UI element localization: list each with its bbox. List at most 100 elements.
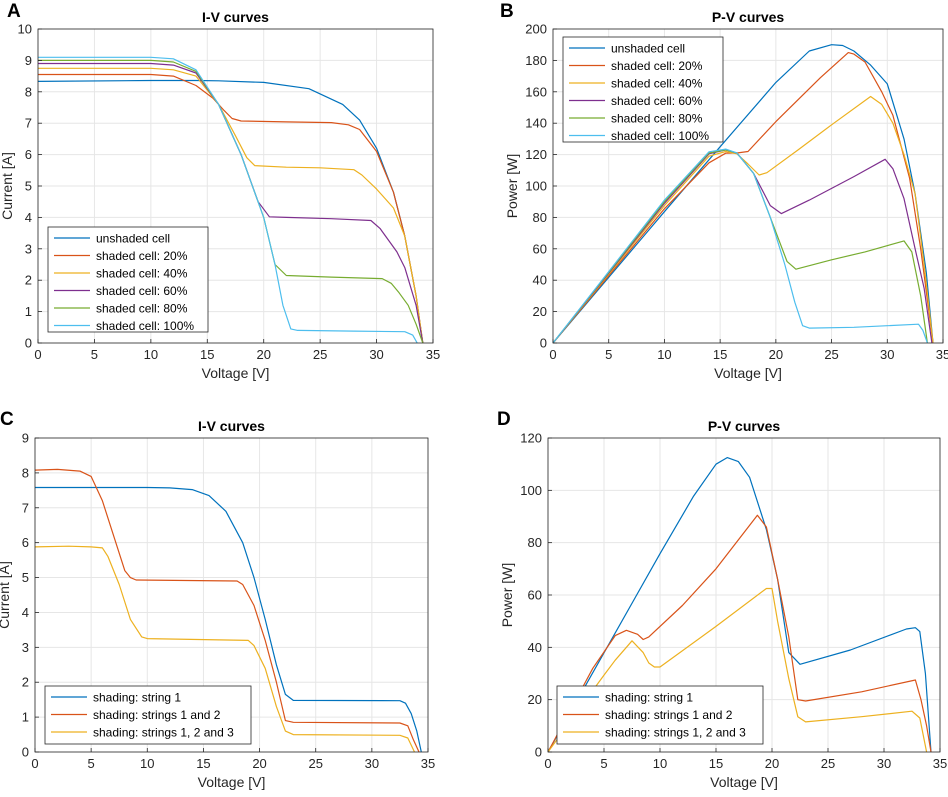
legend-label: shaded cell: 40%	[611, 77, 703, 91]
y-tick-label: 7	[25, 116, 32, 131]
x-tick-label: 15	[709, 756, 723, 771]
series-line-3	[35, 545, 416, 752]
chart-title: P-V curves	[712, 9, 785, 25]
y-axis-label: Power [W]	[499, 563, 515, 628]
legend-label: unshaded cell	[96, 232, 170, 246]
x-tick-label: 5	[605, 347, 612, 362]
legend-label: shading: strings 1 and 2	[605, 708, 733, 722]
y-tick-label: 60	[528, 588, 542, 603]
panel-label-a: A	[7, 1, 21, 22]
x-tick-label: 25	[824, 347, 838, 362]
x-tick-label: 10	[140, 756, 154, 771]
x-tick-label: 10	[653, 756, 667, 771]
y-tick-label: 20	[533, 304, 547, 319]
y-tick-label: 180	[525, 53, 547, 68]
legend-label: shaded cell: 80%	[611, 112, 703, 126]
y-tick-label: 5	[22, 570, 29, 585]
y-tick-label: 2	[22, 675, 29, 690]
legend-label: shaded cell: 100%	[611, 129, 709, 143]
legend-label: shaded cell: 20%	[611, 59, 703, 73]
legend-label: shading: string 1	[93, 691, 181, 705]
x-tick-label: 30	[365, 756, 379, 771]
panel-c: C 0 5 10 15 20 25 30 35 0 1 2 3 4 5 6 7 8 9 I-V curves Volta…	[0, 409, 435, 790]
x-tick-label: 30	[369, 347, 383, 362]
y-tick-label: 5	[25, 179, 32, 194]
series-line-2	[35, 468, 420, 752]
legend-label: shading: strings 1, 2 and 3	[605, 726, 746, 740]
y-tick-label: 6	[22, 535, 29, 550]
x-tick-label: 20	[769, 347, 783, 362]
series-group	[35, 468, 422, 752]
y-tick-label: 40	[533, 273, 547, 288]
x-tick-label: 0	[31, 756, 38, 771]
x-axis-label: Voltage [V]	[198, 774, 266, 790]
x-tick-label: 0	[544, 756, 551, 771]
legend-label: shaded cell: 100%	[96, 319, 194, 333]
series-line-3	[553, 95, 934, 343]
x-tick-label: 20	[252, 756, 266, 771]
x-tick-label: 10	[144, 347, 158, 362]
x-tick-label: 0	[34, 347, 41, 362]
panel-b: B 0 5 10 15 20 25 30 35 0 20 40 60 80 100 120 140 160 180 2…	[500, 1, 948, 381]
legend: shading: string 1 shading: strings 1 and …	[44, 685, 252, 745]
legend-label: shading: strings 1, 2 and 3	[93, 726, 234, 740]
x-tick-label: 30	[877, 756, 891, 771]
legend: unshaded cell shaded cell: 20% shaded cell…	[562, 36, 724, 143]
x-tick-label: 35	[421, 756, 435, 771]
legend-label: shaded cell: 20%	[96, 249, 188, 263]
x-axis-label: Voltage [V]	[714, 365, 782, 381]
y-tick-label: 80	[533, 210, 547, 225]
legend-label: unshaded cell	[611, 42, 685, 56]
x-axis-label: Voltage [V]	[202, 365, 270, 381]
legend: unshaded cell shaded cell: 20% shaded cell…	[47, 226, 209, 333]
y-tick-label: 1	[25, 304, 32, 319]
chart-title: I-V curves	[198, 418, 265, 434]
x-tick-label: 15	[200, 347, 214, 362]
series-line-5	[553, 149, 928, 343]
legend-label: shading: strings 1 and 2	[93, 708, 221, 722]
y-tick-label: 160	[525, 84, 547, 99]
x-tick-label: 5	[91, 347, 98, 362]
series-line-6	[553, 148, 928, 343]
y-tick-label: 20	[528, 692, 542, 707]
x-tick-label: 10	[657, 347, 671, 362]
series-group	[38, 56, 424, 343]
series-line-2	[548, 514, 932, 752]
x-tick-label: 35	[933, 756, 947, 771]
series-line-2	[553, 51, 934, 343]
series-group	[553, 44, 934, 343]
x-tick-label: 20	[765, 756, 779, 771]
series-line-4	[553, 149, 933, 343]
y-tick-label: 8	[22, 465, 29, 480]
x-tick-label: 5	[88, 756, 95, 771]
y-tick-label: 0	[22, 745, 29, 760]
series-line-4	[38, 62, 424, 343]
legend-label: shaded cell: 80%	[96, 302, 188, 316]
series-line-2	[38, 73, 424, 343]
y-tick-label: 100	[525, 179, 547, 194]
legend: shading: string 1 shading: strings 1 and …	[556, 685, 764, 745]
y-tick-label: 120	[520, 431, 542, 446]
x-tick-label: 5	[600, 756, 607, 771]
panel-a: A 0 5 10 15 20 25 30 35 0 1 2 3 4 5 6 7 8 9 10 I-V curves Vol…	[0, 1, 440, 381]
panel-d: D 0 5 10 15 20 25 30 35 0 20 40 60 80 100 120 P-V curves…	[497, 409, 947, 790]
y-tick-label: 200	[525, 22, 547, 37]
y-tick-label: 100	[520, 483, 542, 498]
legend-box	[562, 36, 724, 143]
y-tick-label: 8	[25, 84, 32, 99]
x-tick-label: 20	[256, 347, 270, 362]
y-tick-label: 10	[18, 22, 32, 37]
legend-label: shading: string 1	[605, 691, 693, 705]
y-tick-label: 0	[535, 745, 542, 760]
y-tick-label: 0	[25, 336, 32, 351]
chart-title: I-V curves	[202, 9, 269, 25]
x-tick-label: 30	[880, 347, 894, 362]
series-line-3	[38, 67, 424, 343]
y-tick-label: 9	[22, 431, 29, 446]
x-tick-label: 25	[821, 756, 835, 771]
panel-label-d: D	[497, 409, 511, 430]
x-tick-label: 25	[313, 347, 327, 362]
x-tick-label: 15	[713, 347, 727, 362]
y-tick-label: 9	[25, 53, 32, 68]
